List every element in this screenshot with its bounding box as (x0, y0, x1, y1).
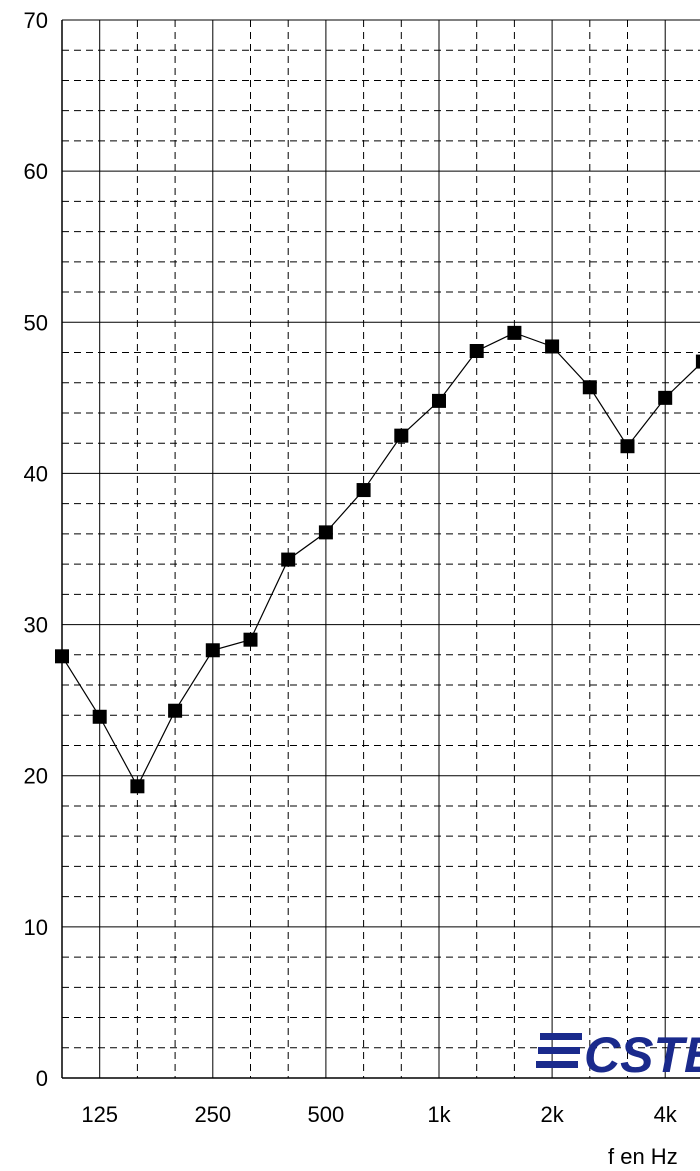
cstb-logo: CSTB (536, 1027, 700, 1083)
data-point (469, 344, 484, 359)
y-tick-label: 30 (24, 613, 48, 638)
y-tick-label: 70 (24, 8, 48, 33)
data-point (243, 632, 258, 647)
y-tick-label: 40 (24, 461, 48, 486)
data-point (168, 703, 183, 718)
series (55, 325, 700, 794)
y-tick-label: 60 (24, 159, 48, 184)
data-point (318, 525, 333, 540)
axes (61, 20, 700, 1079)
x-tick-label: 250 (194, 1102, 231, 1127)
x-axis-title: f en Hz (608, 1144, 678, 1169)
data-point (582, 380, 597, 395)
logo-bar-1 (540, 1033, 582, 1040)
y-tick-label: 20 (24, 764, 48, 789)
x-tick-label: 4k (654, 1102, 678, 1127)
logo-bar-3 (536, 1061, 578, 1068)
data-point (695, 354, 700, 369)
data-point (356, 483, 371, 498)
data-point (620, 439, 635, 454)
y-tick-label: 50 (24, 310, 48, 335)
data-point (130, 779, 145, 794)
y-tick-label: 0 (36, 1066, 48, 1091)
data-point (432, 393, 446, 408)
series-line (61, 332, 700, 788)
data-point (658, 390, 673, 405)
data-point (394, 428, 409, 443)
tick-labels: 0 10 20 30 40 50 60 70 125 250 500 1k 2k 4k (24, 8, 678, 1127)
data-point (205, 643, 220, 658)
data-point (55, 649, 69, 664)
x-tick-label: 125 (81, 1102, 118, 1127)
data-point (507, 325, 522, 340)
x-tick-label: 500 (308, 1102, 345, 1127)
logo-text: CSTB (584, 1027, 700, 1083)
data-point (545, 339, 560, 354)
x-tick-label: 2k (540, 1102, 564, 1127)
logo-bar-2 (538, 1047, 580, 1054)
x-tick-label: 1k (427, 1102, 451, 1127)
data-point (92, 709, 107, 724)
y-tick-label: 10 (24, 915, 48, 940)
data-point (281, 552, 296, 567)
grid (62, 19, 700, 1078)
